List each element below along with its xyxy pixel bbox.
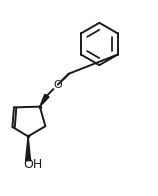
Polygon shape [26,136,31,161]
Text: O: O [53,80,62,90]
Text: OH: OH [23,158,43,171]
Polygon shape [40,94,49,107]
